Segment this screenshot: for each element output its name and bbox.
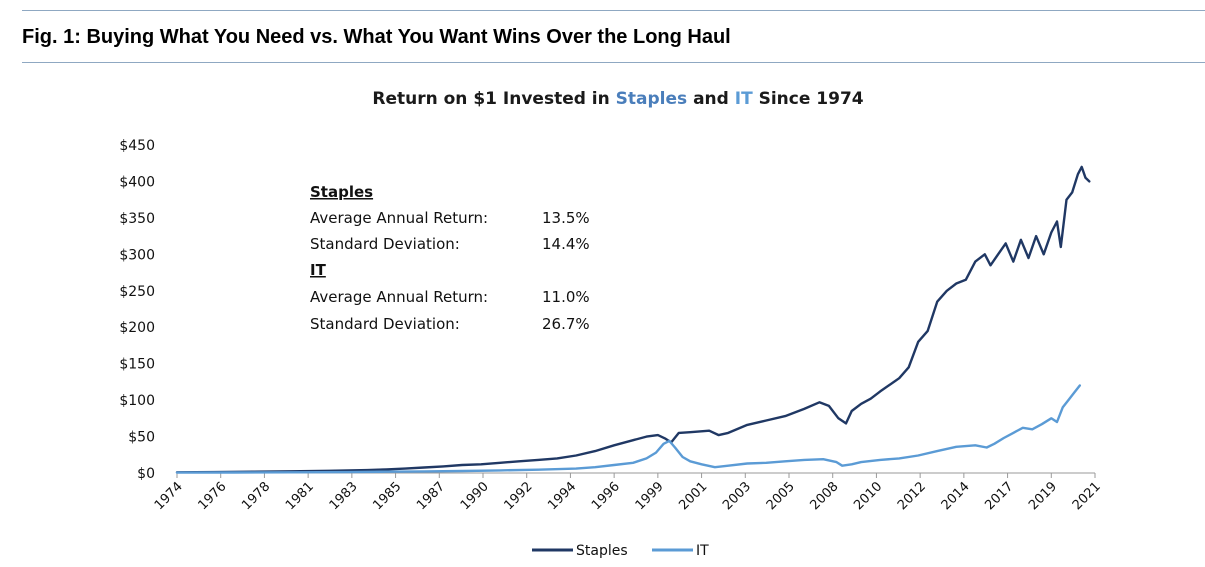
x-tick-label: 2012 (895, 479, 929, 513)
x-tick-label: 2008 (808, 479, 842, 513)
y-tick-label: $150 (119, 357, 155, 373)
x-tick-label: 1987 (414, 479, 448, 513)
stats-it-header: IT (310, 261, 327, 279)
chart-title-part-1: Return on $1 Invested in (372, 89, 615, 109)
series-line-staples (175, 165, 1091, 474)
series-line-it (175, 384, 1082, 474)
y-tick-label: $100 (119, 393, 155, 409)
figure-title: Fig. 1: Buying What You Need vs. What Yo… (22, 26, 731, 48)
chart-title-part-5: Since 1974 (753, 89, 864, 109)
x-tick-label: 2021 (1070, 479, 1104, 513)
stats-staples-stdev-label: Standard Deviation: (310, 235, 460, 253)
x-tick-label: 2003 (720, 479, 754, 513)
chart-title: Return on $1 Invested in Staples and IT … (372, 89, 863, 109)
y-tick-label: $450 (119, 138, 155, 154)
stats-staples-stdev-value: 14.4% (542, 235, 590, 253)
stats-it-stdev-label: Standard Deviation: (310, 315, 460, 333)
chart-title-it: IT (735, 89, 753, 109)
x-tick-label: 1976 (196, 479, 230, 513)
y-tick-label: $50 (128, 430, 155, 446)
x-tick-label: 2019 (1026, 479, 1060, 513)
x-tick-label: 1985 (370, 479, 404, 513)
legend: Staples IT (532, 543, 709, 559)
legend-staples-label: Staples (576, 543, 628, 559)
x-tick-label: 1994 (545, 479, 579, 513)
stats-it-return-value: 11.0% (542, 288, 590, 306)
x-tick-label: 1999 (633, 479, 667, 513)
legend-it-label: IT (696, 543, 709, 559)
x-tick-label: 2001 (676, 479, 710, 513)
x-axis: 1974 1976 1978 1981 1983 1985 1987 1990 1992 1994… (152, 472, 1104, 513)
x-tick-label: 2005 (764, 479, 798, 513)
x-tick-label: 1974 (152, 479, 186, 513)
y-tick-label: $0 (137, 466, 155, 482)
bottom-rule (22, 62, 1205, 63)
y-tick-label: $250 (119, 284, 155, 300)
top-rule (22, 10, 1205, 11)
stats-it-return-label: Average Annual Return: (310, 288, 488, 306)
y-tick-label: $300 (119, 247, 155, 263)
x-tick-label: 2010 (851, 479, 885, 513)
x-tick-label: 1992 (502, 479, 536, 513)
x-tick-label: 1981 (283, 479, 317, 513)
x-tick-label: 2017 (982, 479, 1016, 513)
chart-title-part-3: and (687, 89, 735, 109)
x-tick-label: 1983 (327, 479, 361, 513)
series-layer (175, 165, 1091, 474)
y-axis: $0 $50 $100 $150 $200 $250 $300 $350 $400 $450 (119, 138, 155, 482)
y-tick-label: $400 (119, 174, 155, 190)
x-tick-label: 2014 (939, 479, 973, 513)
stats-box: Staples Average Annual Return: 13.5% Sta… (310, 183, 590, 333)
y-tick-label: $200 (119, 320, 155, 336)
x-tick-label: 1990 (458, 479, 492, 513)
stats-it-stdev-value: 26.7% (542, 315, 590, 333)
stats-staples-return-value: 13.5% (542, 209, 590, 227)
stats-staples-return-label: Average Annual Return: (310, 209, 488, 227)
y-tick-label: $350 (119, 211, 155, 227)
x-tick-label: 1978 (239, 479, 273, 513)
chart-title-staples: Staples (616, 89, 688, 109)
x-tick-label: 1996 (589, 479, 623, 513)
stats-staples-header: Staples (310, 183, 373, 201)
